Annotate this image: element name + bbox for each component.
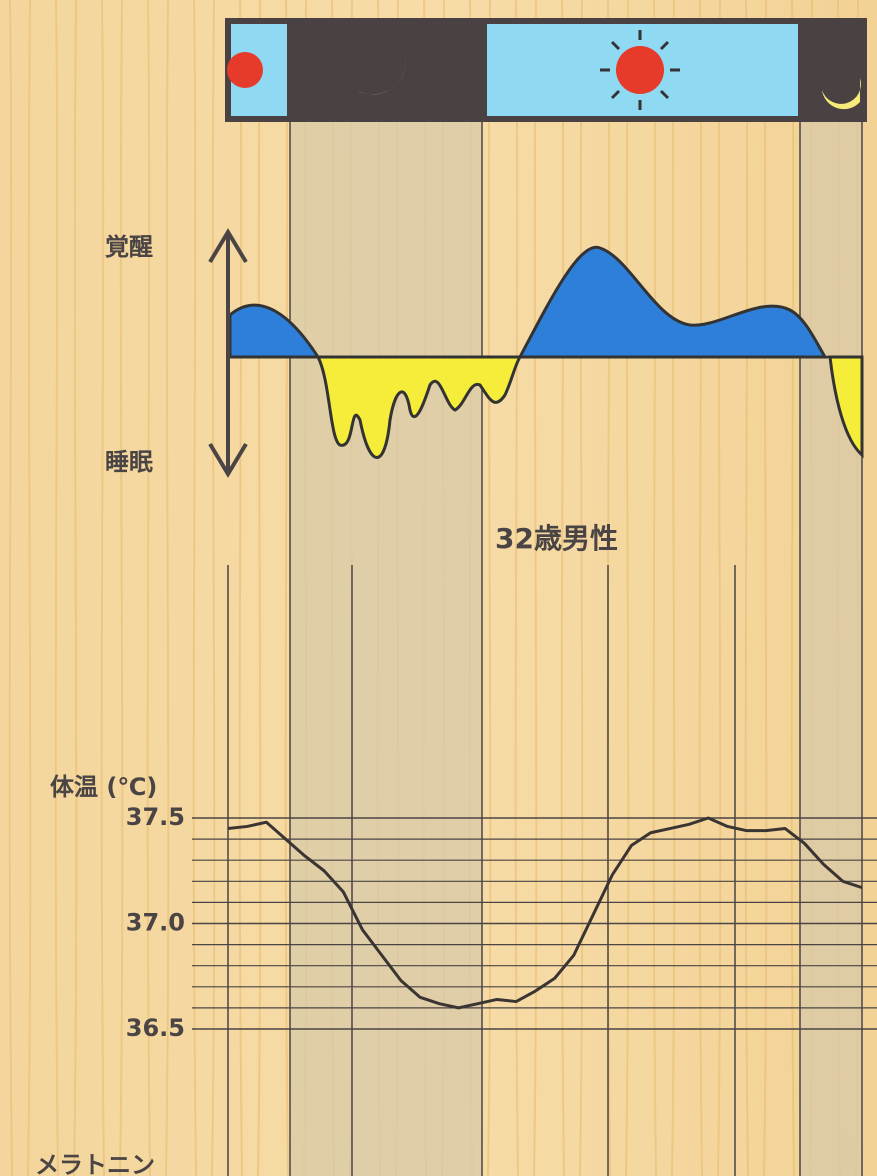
y-axis-label: 体温 (℃) (50, 773, 157, 801)
y-tick-label: 37.5 (126, 803, 185, 831)
bottom-label: メラトニン (35, 1151, 155, 1176)
chart: 覚醒 睡眠 32歳男性 体温 (℃) メラトニン 37.5 37.0 36.5 (0, 0, 877, 1176)
sun-icon (227, 52, 263, 88)
chart-title: 32歳男性 (495, 522, 618, 555)
sun-icon (616, 46, 664, 94)
sleep-label: 睡眠 (105, 448, 153, 476)
page: 覚醒 睡眠 32歳男性 体温 (℃) メラトニン 37.537.036.5 ((… (0, 0, 877, 1176)
y-tick-label: 36.5 (126, 1014, 185, 1042)
night-band (290, 122, 482, 1176)
y-tick-label: 37.0 (126, 909, 185, 937)
wake-label: 覚醒 (105, 233, 153, 261)
night-band (800, 122, 862, 1176)
